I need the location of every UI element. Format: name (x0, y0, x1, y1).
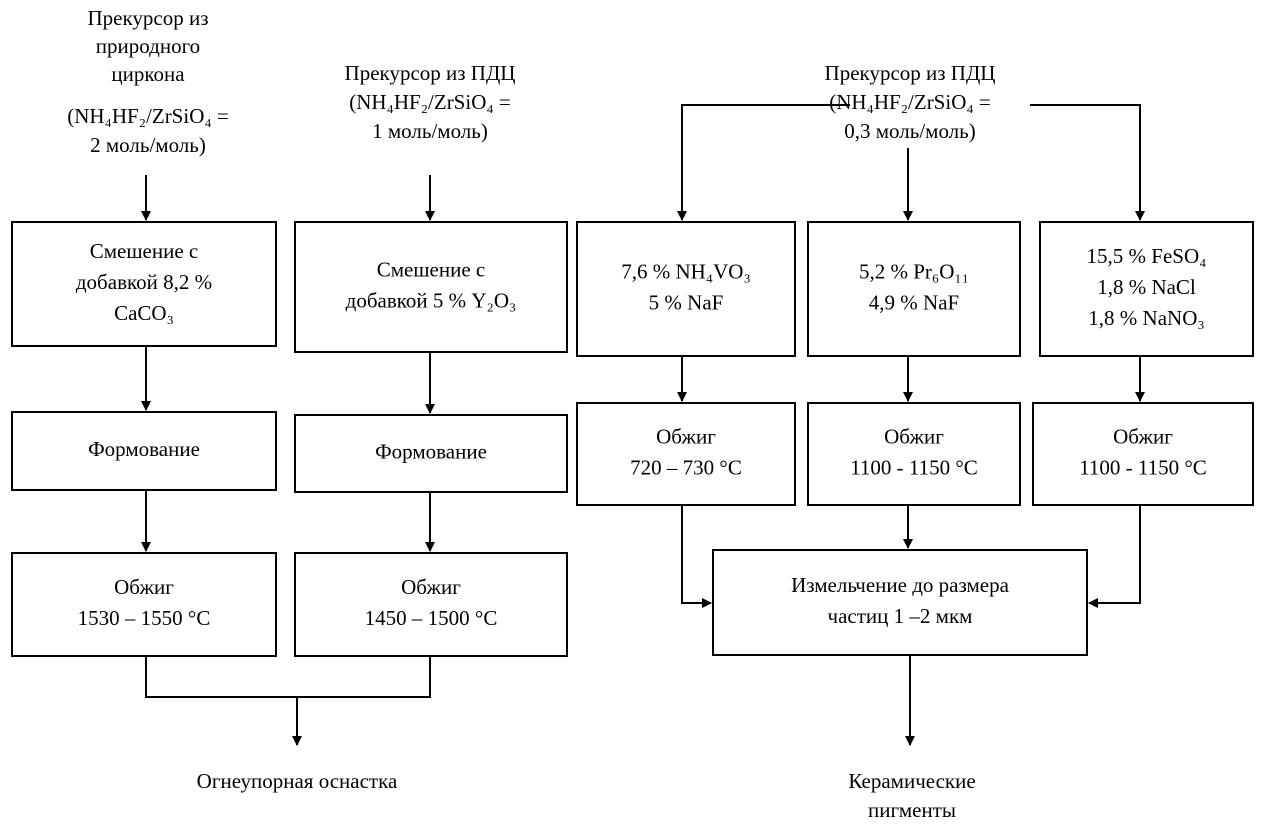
process-box (11, 411, 277, 491)
source-text: природного (96, 34, 200, 58)
arrow (1030, 104, 1145, 221)
process-box (576, 221, 796, 357)
source-text: 0,3 моль/моль) (844, 119, 975, 143)
box-text: Обжиг (656, 424, 716, 448)
process-box (576, 402, 796, 506)
source-text: (NH₄HF₂/ZrSiO₄ = (349, 90, 511, 114)
process-box (11, 221, 277, 347)
box-text: 5,2 % Pr₆O₁₁ (859, 259, 969, 283)
connectors (141, 104, 1145, 746)
box-text: добавкой 8,2 % (76, 270, 212, 294)
box-text: Формование (88, 437, 200, 461)
process-box (1032, 402, 1254, 506)
box-text: 5 % NaF (649, 290, 724, 314)
process-box (294, 414, 568, 493)
process-box (1039, 221, 1254, 357)
box-text: Измельчение до размера (791, 573, 1010, 597)
source-text: 2 моль/моль) (90, 133, 206, 157)
box-text: Обжиг (114, 575, 174, 599)
box-text: 1450 – 1500 °C (365, 606, 498, 630)
source-text: (NH₄HF₂/ZrSiO₄ = (829, 90, 991, 114)
box-text: 7,6 % NH₄VO₃ (621, 259, 751, 283)
box-text: Смешение с (377, 257, 485, 281)
box-text: Обжиг (401, 575, 461, 599)
source-text: циркона (111, 62, 185, 86)
output-text: пигменты (868, 798, 956, 822)
box-text: 1,8 % NaCl (1097, 275, 1196, 299)
source-text: Прекурсор из ПДЦ (825, 61, 996, 85)
box-text: Обжиг (884, 424, 944, 448)
arrow (1088, 505, 1141, 608)
box-text: 1,8 % NaNO₃ (1088, 306, 1204, 330)
source-text: Прекурсор из ПДЦ (345, 61, 516, 85)
source-text: Прекурсор из (88, 6, 209, 30)
box-text: 1100 - 1150 °C (850, 455, 978, 479)
box-text: 1530 – 1550 °C (78, 606, 211, 630)
box-text: 4,9 % NaF (869, 290, 959, 314)
process-box (11, 552, 277, 657)
box-text: 15,5 % FeSO₄ (1087, 244, 1207, 268)
box-text: Смешение с (90, 239, 198, 263)
line (145, 656, 431, 698)
process-box (807, 221, 1021, 357)
arrow (681, 505, 712, 608)
arrow (677, 104, 850, 221)
box-text: CaCO₃ (114, 301, 174, 325)
box-text: Обжиг (1113, 424, 1173, 448)
source-text: (NH₄HF₂/ZrSiO₄ = (67, 104, 229, 128)
box-text: 720 – 730 °C (630, 455, 742, 479)
process-box (294, 552, 568, 657)
box-text: добавкой 5 % Y₂O₃ (346, 288, 517, 312)
output-text: Огнеупорная оснастка (197, 769, 398, 793)
box-text: Формование (375, 439, 487, 463)
box-text: частиц 1 –2 мкм (828, 604, 973, 628)
output-text: Керамические (848, 769, 975, 793)
process-box (294, 221, 568, 353)
process-box (807, 402, 1021, 506)
box-text: 1100 - 1150 °C (1079, 455, 1207, 479)
process-box (712, 549, 1088, 656)
source-text: 1 моль/моль) (372, 119, 488, 143)
